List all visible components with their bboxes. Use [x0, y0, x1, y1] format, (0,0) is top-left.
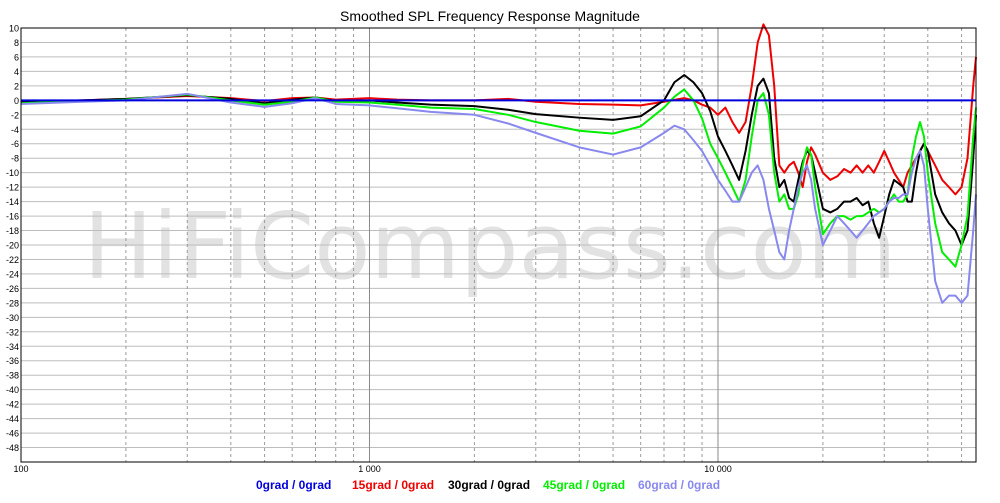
y-tick-label: -26 — [6, 284, 19, 294]
x-tick-label: 100 — [13, 464, 28, 474]
y-tick-label: -48 — [6, 443, 19, 453]
series-line-60grad-0grad — [20, 92, 977, 304]
legend-item: 0grad / 0grad — [256, 478, 331, 492]
y-tick-label: -28 — [6, 298, 19, 308]
y-tick-label: -32 — [6, 327, 19, 337]
y-tick-label: 4 — [14, 67, 19, 77]
y-tick-label: -38 — [6, 371, 19, 381]
legend-item: 30grad / 0grad — [448, 478, 530, 492]
y-tick-label: -8 — [11, 154, 19, 164]
legend-item: 45grad / 0grad — [543, 478, 625, 492]
y-tick-label: -10 — [6, 168, 19, 178]
legend: 0grad / 0grad 15grad / 0grad 30grad / 0gra… — [256, 478, 720, 492]
chart-title: Smoothed SPL Frequency Response Magnitud… — [340, 8, 640, 24]
grid-layer — [20, 27, 976, 462]
y-tick-label: -46 — [6, 429, 19, 439]
y-tick-label: -20 — [6, 241, 19, 251]
watermark-layer: HiFiCompass.com — [83, 193, 896, 300]
series-layer — [20, 23, 977, 304]
y-tick-label: -24 — [6, 269, 19, 279]
y-tick-label: 8 — [14, 38, 19, 48]
y-tick-label: -34 — [6, 342, 19, 352]
y-tick-label: -42 — [6, 400, 19, 410]
y-tick-label: -14 — [6, 197, 19, 207]
x-tick-label: 10 000 — [704, 464, 732, 474]
y-tick-labels: 10 8 6 4 2 0 -2 -4 -6 -8 -10 -12 -14 -16 -18 -20 -22 -24 -… — [6, 24, 19, 454]
y-tick-label: -40 — [6, 385, 19, 395]
y-tick-label: -2 — [11, 110, 19, 120]
y-tick-label: -18 — [6, 226, 19, 236]
y-tick-label: -12 — [6, 183, 19, 193]
y-tick-label: -4 — [11, 125, 19, 135]
y-tick-label: 2 — [14, 81, 19, 91]
legend-item: 60grad / 0grad — [638, 478, 720, 492]
y-tick-label: -16 — [6, 212, 19, 222]
x-tick-label: 1 000 — [358, 464, 381, 474]
legend-item: 15grad / 0grad — [352, 478, 434, 492]
y-tick-label: 0 — [14, 96, 19, 106]
plot-frame — [20, 27, 977, 463]
y-tick-label: -44 — [6, 414, 19, 424]
series-line-30grad-0grad — [20, 74, 977, 246]
y-tick-label: -22 — [6, 255, 19, 265]
y-tick-label: 6 — [14, 52, 19, 62]
x-tick-labels: 100 1 000 10 000 — [13, 464, 731, 474]
y-tick-label: -30 — [6, 313, 19, 323]
watermark-text: HiFiCompass.com — [83, 193, 896, 300]
y-tick-label: 10 — [9, 24, 19, 34]
series-line-45grad-0grad — [20, 88, 977, 268]
y-tick-label: -36 — [6, 356, 19, 366]
y-tick-label: -6 — [11, 139, 19, 149]
